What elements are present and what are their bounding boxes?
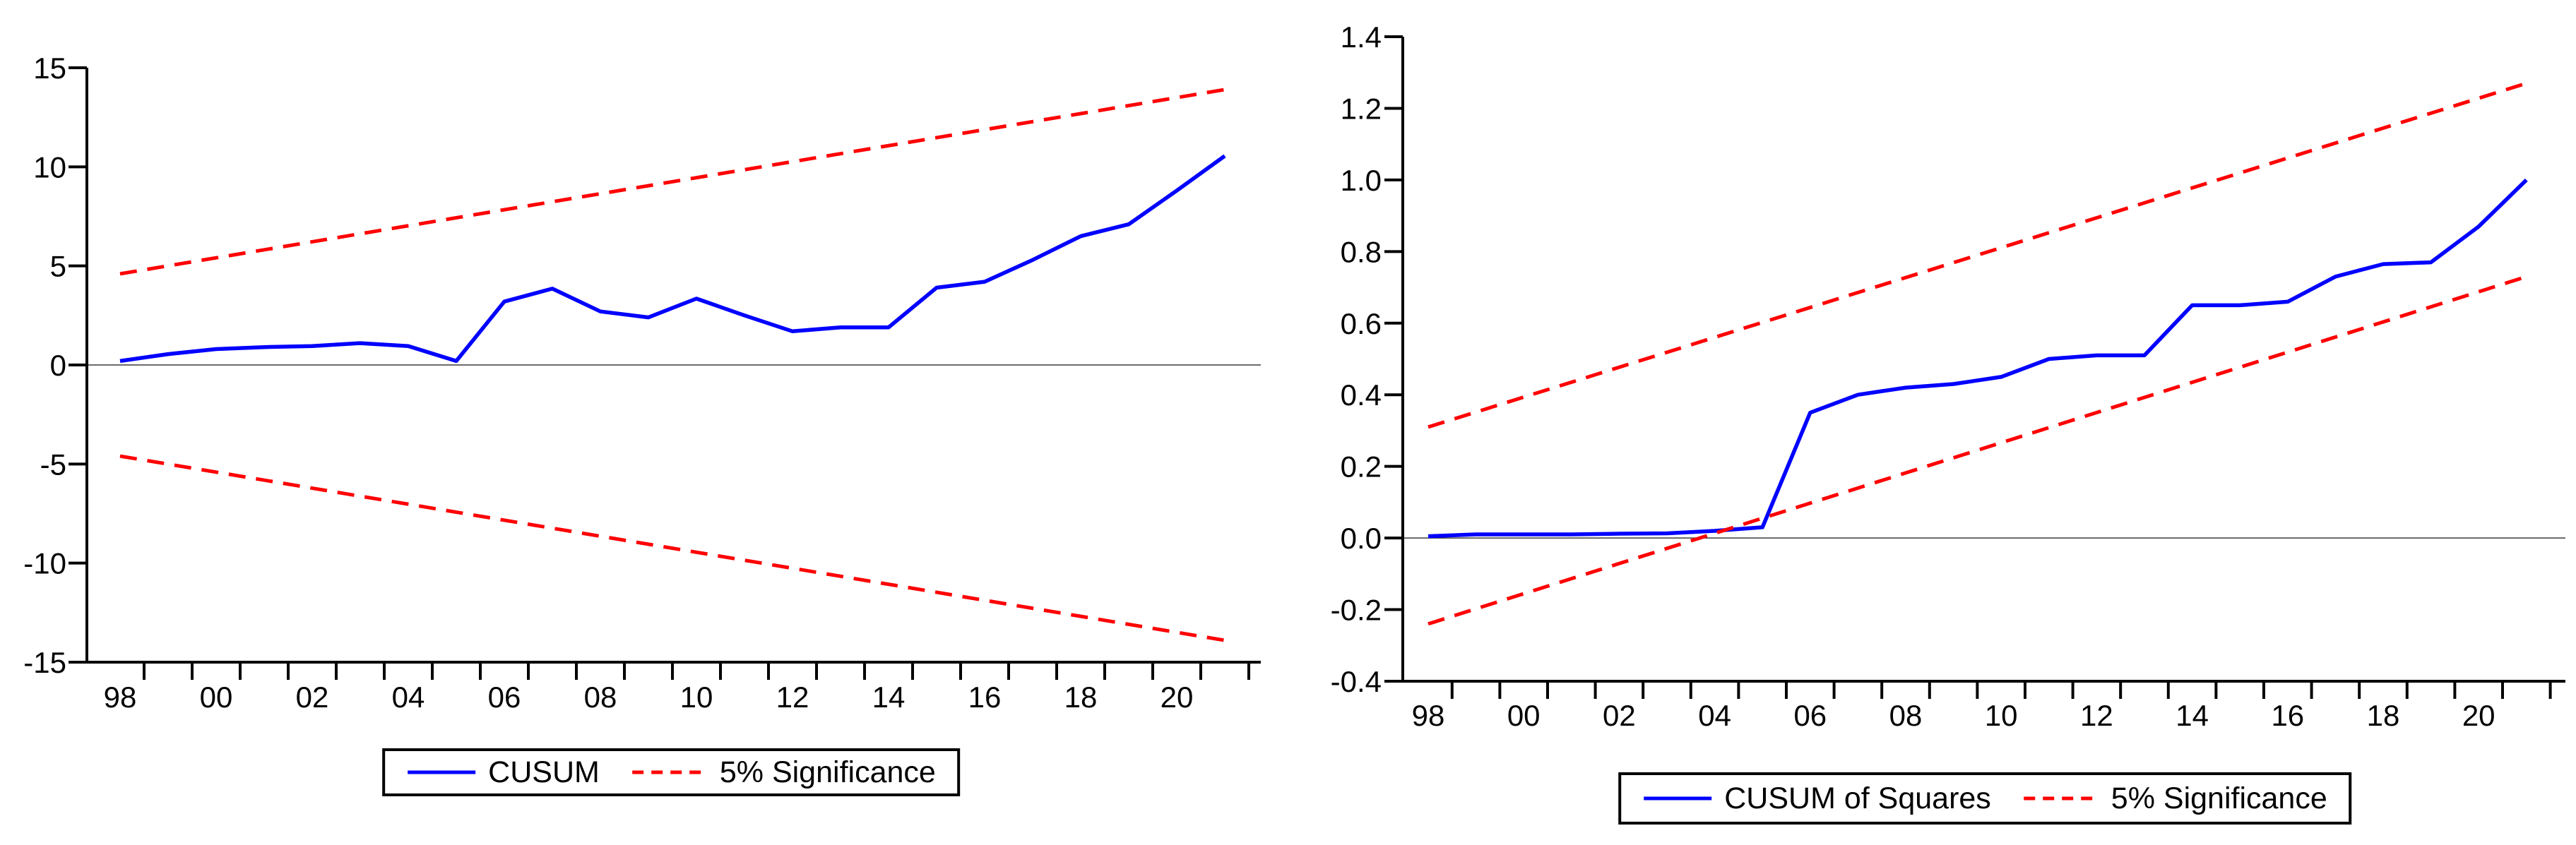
cusum-series-2-line — [119, 454, 1225, 642]
cusum-of-squares-x-tick-label: 10 — [1985, 699, 2018, 732]
cusum-of-squares-x-tick-label: 18 — [2367, 699, 2400, 732]
cusum-of-squares-x-tick-label: 08 — [1889, 699, 1923, 732]
cusum-of-squares-y-tick-label: -0.2 — [1331, 594, 1382, 627]
cusum-of-squares-x-tick-label: 04 — [1698, 699, 1731, 732]
cusum-x-tick-label: 08 — [584, 681, 617, 714]
cusum-legend-label: CUSUM — [488, 755, 600, 789]
cusum-y-tick-label: -5 — [40, 448, 66, 481]
cusum-x-tick-label: 20 — [1161, 681, 1194, 714]
cusum-of-squares-x-tick-label: 16 — [2271, 699, 2304, 732]
cusum-series-0-line — [119, 154, 1226, 364]
cusum-of-squares-x-tick-label: 98 — [1412, 699, 1445, 732]
cusum-y-tick-label: -15 — [23, 646, 66, 679]
cusum-of-squares-line-sample — [1642, 794, 1713, 803]
cusum-x-tick-label: 18 — [1064, 681, 1098, 714]
cusum-of-squares-y-tick-label: -0.4 — [1331, 665, 1382, 698]
cusum-x-tick-label: 12 — [776, 681, 809, 714]
cusum-x-tick-label: 06 — [488, 681, 521, 714]
significance-legend-label: 5% Significance — [719, 755, 936, 789]
cusum-of-squares-x-tick-label: 20 — [2462, 699, 2495, 732]
cusum-line-sample — [406, 768, 477, 777]
cusum-y-tick-label: 10 — [33, 150, 66, 184]
cusum-x-tick-label: 16 — [968, 681, 1002, 714]
cusum-of-squares-x-tick-label: 12 — [2080, 699, 2113, 732]
cusum-of-squares-x-tick-label: 00 — [1507, 699, 1541, 732]
cusum-of-squares-chart: 1.4 1.2 1.0 0.8 0.6 0.4 0.2 0.0 -0.2 -0.4 98 00 02 04… — [1331, 20, 2565, 732]
cusum-of-squares-y-tick-label: 0.6 — [1341, 307, 1382, 340]
cusum-y-tick-label: 0 — [50, 349, 66, 382]
cusum-x-tick-label: 10 — [680, 681, 713, 714]
cusum-x-tick-label: 14 — [872, 681, 906, 714]
cusum-of-squares-x-tick-label: 14 — [2176, 699, 2209, 732]
cusum-of-squares-y-tick-label: 1.4 — [1341, 20, 1382, 54]
cusum-of-squares-series-2-line — [1428, 275, 2527, 626]
cusum-series-1-line — [119, 88, 1225, 276]
significance-legend-label-2: 5% Significance — [2111, 781, 2327, 815]
cusum-y-tick-label: 5 — [50, 250, 66, 283]
cusum-of-squares-y-tick-label: 0.4 — [1341, 378, 1382, 412]
significance-line-sample-2 — [2022, 794, 2100, 803]
cusum-of-squares-series-0-line — [1428, 178, 2528, 539]
cusum-x-tick-label: 00 — [200, 681, 233, 714]
cusum-y-tick-label: -10 — [23, 547, 66, 580]
cusum-chart: 15 10 5 0 -5 -10 -15 98 00 02 04 06 08 10 12 14 16 18 20 — [23, 52, 1261, 714]
significance-line-sample — [631, 768, 708, 777]
cusum-of-squares-y-tick-label: 0.0 — [1341, 522, 1382, 555]
cusum-x-tick-label: 02 — [296, 681, 329, 714]
cusum-of-squares-x-tick-label: 06 — [1793, 699, 1827, 732]
cusum-of-squares-y-tick-label: 1.0 — [1341, 164, 1382, 197]
cusum-of-squares-y-tick-label: 1.2 — [1341, 92, 1382, 125]
cusum-x-tick-label: 04 — [392, 681, 425, 714]
cusum-y-tick-label: 15 — [33, 52, 66, 85]
cusum-of-squares-y-tick-label: 0.8 — [1341, 235, 1382, 268]
legend-cusum-of-squares: CUSUM of Squares 5% Significance — [1618, 772, 2351, 825]
cusum-of-squares-x-tick-label: 02 — [1603, 699, 1636, 732]
cusum-x-tick-label: 98 — [104, 681, 137, 714]
cusum-of-squares-legend-label: CUSUM of Squares — [1724, 781, 1991, 815]
cusum-of-squares-y-tick-label: 0.2 — [1341, 450, 1382, 484]
cusum-of-squares-series-1-line — [1428, 81, 2527, 429]
legend-cusum: CUSUM 5% Significance — [382, 748, 960, 796]
